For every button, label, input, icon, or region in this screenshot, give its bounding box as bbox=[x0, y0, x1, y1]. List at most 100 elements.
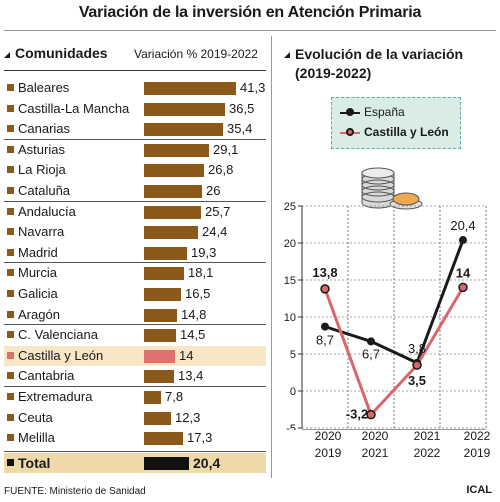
community-name: Asturias bbox=[18, 141, 65, 157]
bar-value-label: 26,8 bbox=[208, 162, 234, 178]
left-panel-header: Comunidades Variación % 2019-2022 bbox=[4, 45, 266, 65]
community-row: Aragón 14,8 bbox=[4, 305, 266, 326]
series-line-espana bbox=[324, 239, 465, 365]
community-row: Ceuta 12,3 bbox=[4, 408, 266, 429]
community-name: Cataluña bbox=[18, 182, 71, 198]
data-label: 3,5 bbox=[408, 373, 426, 388]
bar-value-label: 14 bbox=[179, 347, 194, 363]
community-row: Melilla 17,3 bbox=[4, 428, 266, 449]
bar-value-label: 14,8 bbox=[181, 306, 207, 322]
community-row: Cataluña 26 bbox=[4, 181, 266, 202]
community-row: Asturias 29,1 bbox=[4, 138, 266, 161]
y-tick-label: 15 bbox=[284, 275, 296, 287]
square-bullet-icon bbox=[7, 145, 14, 153]
communities-bar-chart: Baleares 41,3 Castilla-La Mancha 36,5 Canari… bbox=[4, 78, 266, 474]
community-name: Ceuta bbox=[18, 409, 53, 425]
square-bullet-icon bbox=[7, 392, 14, 400]
square-bullet-icon bbox=[7, 289, 14, 297]
bar-value-label: 25,7 bbox=[205, 203, 231, 219]
bar bbox=[144, 102, 225, 116]
square-bullet-icon bbox=[7, 186, 14, 194]
bar bbox=[144, 123, 223, 137]
triangle-icon bbox=[4, 52, 10, 58]
line-chart: -5 0 5 10 15 20 25 8,7 6,7 3,8 20,4 13,8 -3,2 3,5 14 bbox=[284, 201, 487, 430]
bar bbox=[144, 370, 174, 384]
bar bbox=[144, 432, 183, 446]
community-name: Total bbox=[18, 454, 51, 471]
y-tick-label: 10 bbox=[284, 312, 296, 324]
bar bbox=[144, 205, 201, 219]
data-label: 14 bbox=[456, 265, 471, 280]
bar-value-label: 24,4 bbox=[202, 224, 228, 240]
community-name: C. Valenciana bbox=[18, 327, 98, 343]
x-tick-label-1: 2020 2019 bbox=[314, 429, 342, 460]
bar bbox=[144, 390, 161, 404]
bar bbox=[144, 184, 202, 198]
community-row: La Rioja 26,8 bbox=[4, 160, 266, 181]
community-name: Baleares bbox=[18, 80, 70, 95]
y-tick-label: 20 bbox=[284, 238, 296, 250]
coins-icon bbox=[361, 167, 423, 210]
square-bullet-icon bbox=[7, 458, 14, 466]
square-bullet-icon bbox=[7, 166, 14, 174]
community-name: Galicia bbox=[18, 285, 58, 301]
community-row: Baleares 41,3 bbox=[4, 78, 266, 99]
square-bullet-icon bbox=[7, 372, 14, 380]
legend-marker bbox=[346, 128, 354, 136]
bar-value-label: 41,3 bbox=[240, 80, 266, 95]
square-bullet-icon bbox=[7, 310, 14, 318]
community-row: C. Valenciana 14,5 bbox=[4, 324, 266, 346]
data-label: 20,4 bbox=[450, 218, 475, 233]
bar-value-label: 12,3 bbox=[175, 409, 201, 425]
square-bullet-icon bbox=[7, 228, 14, 236]
community-row: Castilla y León 14 bbox=[4, 345, 266, 367]
square-bullet-icon bbox=[7, 351, 14, 359]
community-row: Cantabria 13,4 bbox=[4, 366, 266, 387]
community-row: Extremadura 7,8 bbox=[4, 385, 266, 408]
community-row: Galicia 16,5 bbox=[4, 284, 266, 305]
x-tick-label-3: 2021 2022 bbox=[413, 429, 441, 460]
square-bullet-icon bbox=[7, 84, 14, 91]
x-tick-label-4: 2022 2019 bbox=[463, 429, 491, 460]
bar-value-label: 35,4 bbox=[227, 121, 253, 137]
community-row: Canarias 35,4 bbox=[4, 119, 266, 140]
square-bullet-icon bbox=[7, 248, 14, 256]
data-point bbox=[366, 409, 376, 420]
legend-label: España bbox=[364, 105, 405, 119]
bar-value-label: 17,3 bbox=[187, 430, 213, 446]
community-name: Madrid bbox=[18, 244, 58, 260]
square-bullet-icon bbox=[7, 434, 14, 442]
community-name: Aragón bbox=[18, 306, 60, 322]
data-point bbox=[320, 284, 330, 294]
community-name: Andalucía bbox=[18, 203, 76, 219]
header-underline bbox=[4, 70, 266, 71]
x-tick-label-2: 2020 2021 bbox=[361, 429, 389, 460]
bar bbox=[144, 82, 236, 95]
bar bbox=[144, 267, 184, 281]
legend-marker bbox=[346, 108, 354, 116]
panel-divider bbox=[271, 36, 272, 478]
data-point bbox=[459, 236, 467, 245]
data-point bbox=[458, 282, 468, 293]
variation-heading: Variación % 2019-2022 bbox=[134, 47, 258, 61]
communities-heading: Comunidades bbox=[15, 45, 108, 61]
bar-value-label: 13,4 bbox=[178, 368, 204, 384]
data-point bbox=[367, 337, 375, 346]
bar bbox=[144, 226, 198, 240]
community-row: Madrid 19,3 bbox=[4, 243, 266, 264]
data-label: 6,7 bbox=[362, 346, 380, 361]
community-row: Castilla-La Mancha 36,5 bbox=[4, 99, 266, 120]
bar bbox=[144, 287, 181, 301]
bar bbox=[144, 308, 177, 322]
top-divider bbox=[4, 30, 496, 31]
y-tick-label: 0 bbox=[290, 386, 296, 398]
community-name: Murcia bbox=[18, 265, 58, 281]
bar bbox=[144, 246, 187, 260]
square-bullet-icon bbox=[7, 125, 14, 133]
bar-value-label: 29,1 bbox=[213, 141, 239, 157]
bar-value-label: 16,5 bbox=[185, 285, 211, 301]
y-tick-label: 25 bbox=[284, 201, 296, 213]
square-bullet-icon bbox=[7, 269, 14, 277]
community-name: Castilla y León bbox=[18, 347, 104, 363]
community-row: Murcia 18,1 bbox=[4, 262, 266, 284]
